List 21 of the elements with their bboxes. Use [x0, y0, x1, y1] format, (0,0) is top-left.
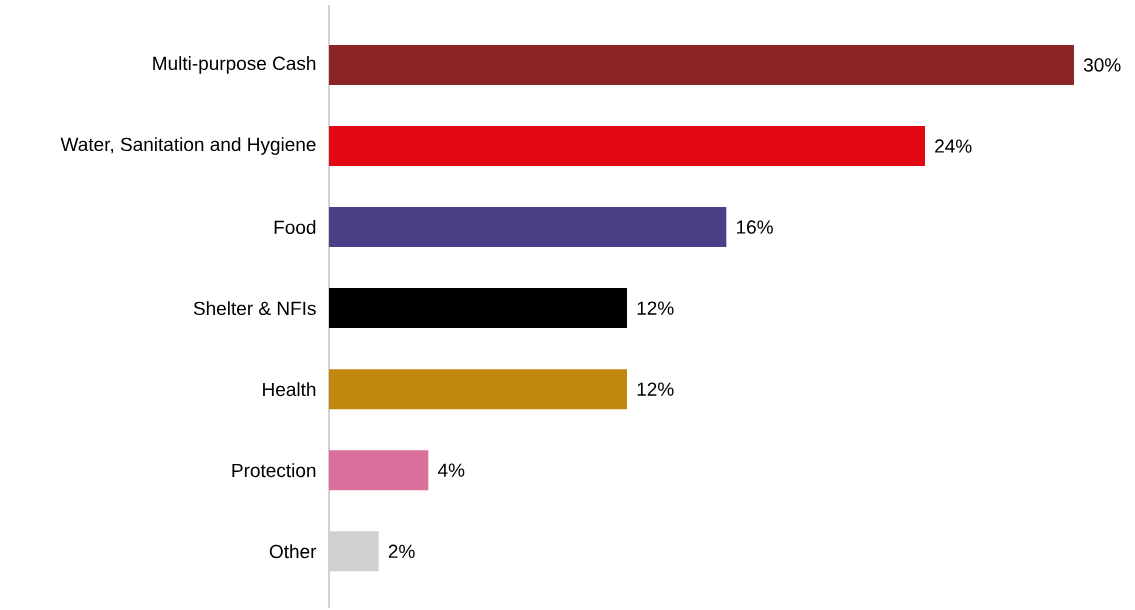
bar — [329, 450, 429, 491]
y-tick-label: Other — [269, 544, 317, 559]
data-label: 16% — [736, 220, 773, 234]
y-tick-label: Protection — [232, 463, 316, 478]
bar — [329, 207, 727, 248]
y-tick-label: Food — [274, 220, 316, 235]
y-tick-label: Water, Sanitation and Hygiene — [60, 137, 316, 155]
bar — [329, 531, 379, 572]
bar — [329, 126, 925, 167]
bar — [329, 288, 627, 329]
y-tick-label: Health — [263, 382, 316, 397]
data-label: 2% — [388, 544, 415, 558]
y-tick-label: Shelter & NFIs — [193, 301, 316, 316]
bar — [329, 44, 1074, 85]
data-label: 12% — [637, 382, 674, 396]
data-label: 30% — [1083, 58, 1121, 72]
data-label: 12% — [637, 301, 674, 315]
data-label: 4% — [437, 463, 465, 477]
y-tick-label: Multi-purpose Cash — [153, 56, 316, 74]
bar — [329, 369, 627, 410]
data-label: 24% — [935, 139, 972, 153]
